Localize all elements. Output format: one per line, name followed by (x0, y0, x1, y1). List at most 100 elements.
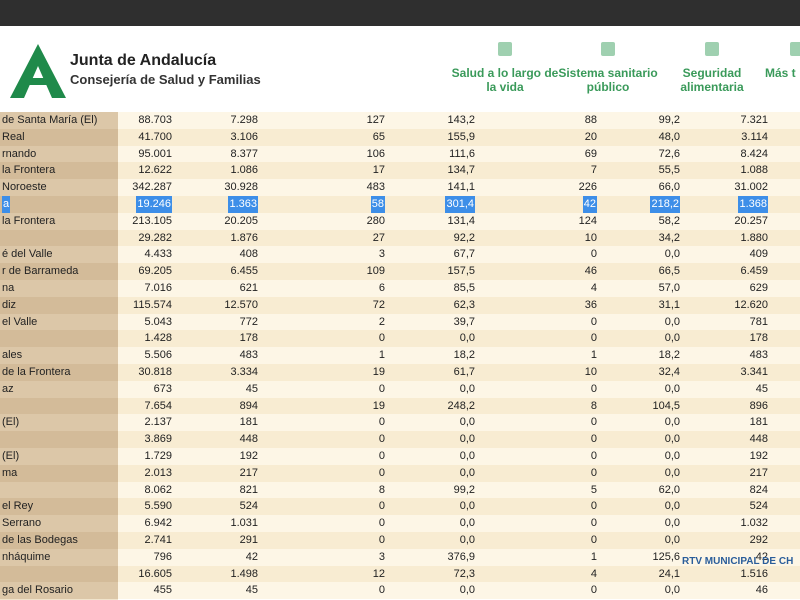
row-name: rnando (2, 147, 37, 160)
cell-value: 1 (378, 349, 385, 362)
row-name: ma (2, 466, 18, 479)
table-row: de la Frontera 30.818 3.334 19 61,7 10 32,4 3.3… (0, 364, 800, 382)
cell-value: 1.031 (230, 517, 258, 530)
cell-value: 69 (584, 147, 597, 160)
cell-value: 0,0 (664, 315, 680, 328)
header: Junta de Andalucía Consejería de Salud y… (0, 26, 800, 112)
cell-value: 3 (378, 550, 385, 563)
cell-value: 92,2 (453, 231, 475, 244)
cell-value: 2.741 (144, 534, 172, 546)
cell-value: 8.424 (740, 147, 768, 160)
row-name: (El) (2, 450, 20, 462)
cell-value: 4 (590, 282, 597, 294)
cell-value: 109 (366, 265, 385, 278)
cell-value: 134,7 (447, 164, 475, 177)
cell-value: 62,0 (658, 483, 680, 496)
cell-value: 0 (590, 450, 597, 462)
cell-value: 181 (749, 416, 768, 429)
cell-value: 483 (239, 349, 258, 362)
row-name: é del Valle (2, 248, 53, 261)
cell-value: 2 (378, 315, 385, 328)
cell-value: 125,6 (652, 550, 680, 563)
cell-value: 483 (749, 349, 768, 362)
cell-value: 248,2 (447, 399, 475, 412)
row-name: de la Frontera (2, 366, 71, 378)
cell-value: 8.062 (144, 483, 172, 496)
cell-value: 6 (378, 282, 385, 294)
cell-value: 10 (584, 231, 597, 244)
cell-value: 34,2 (658, 231, 680, 244)
cell-value: 127 (366, 114, 385, 126)
cell-value: 143,2 (447, 114, 475, 126)
cell-value: 7.298 (230, 114, 258, 126)
cell-value: 31.002 (734, 181, 768, 194)
icon (601, 42, 615, 56)
cell-value: 781 (749, 315, 768, 328)
cell-value: 192 (239, 450, 258, 462)
cell-value: 6.459 (740, 265, 768, 278)
cell-value: 7.016 (144, 282, 172, 294)
cell-value: 31,1 (658, 298, 680, 311)
cell-value: 181 (239, 416, 258, 429)
cell-value: 376,9 (447, 550, 475, 563)
cell-value: 72,6 (658, 147, 680, 160)
cell-value: 1.498 (230, 567, 258, 580)
cell-value: 5.043 (144, 315, 172, 328)
cell-value: 280 (366, 214, 385, 227)
cell-value: 2.137 (144, 416, 172, 429)
cell-value: 192 (749, 450, 768, 462)
cell-value: 0 (378, 534, 385, 546)
cell-value: 0 (590, 500, 597, 513)
cell-value: 0 (590, 466, 597, 479)
cell-value: 7.321 (740, 114, 768, 126)
cell-value: 1.032 (740, 517, 768, 530)
cell-value: 5.590 (144, 500, 172, 513)
watermark: RTV MUNICIPAL DE CH (682, 556, 794, 567)
row-name: la Frontera (2, 214, 56, 227)
cell-value: 0,0 (459, 450, 475, 462)
icon (705, 42, 719, 56)
cell-value: 29.282 (138, 231, 172, 244)
cell-value: 524 (239, 500, 258, 513)
cell-value: 0,0 (459, 433, 475, 446)
cell-value: 0 (378, 382, 385, 395)
cell-value: 0 (378, 500, 385, 513)
cell-value: 409 (749, 248, 768, 261)
cell-value: 30.928 (224, 181, 258, 194)
cell-value: 0,0 (664, 517, 680, 530)
cell-value: 217 (749, 466, 768, 479)
cell-value: 796 (153, 550, 172, 563)
row-name: Real (2, 130, 25, 143)
icon (498, 42, 512, 56)
cell-value: 524 (749, 500, 768, 513)
cell-value: 448 (749, 433, 768, 446)
cell-value: 0 (378, 517, 385, 530)
row-name: ales (2, 349, 23, 362)
row-name: la Frontera (2, 164, 56, 177)
cell-value: 0 (590, 433, 597, 446)
cell-value: 99,2 (453, 483, 475, 496)
cell-value: 42 (582, 196, 597, 213)
cell-value: 155,9 (447, 130, 475, 143)
cell-value: 95.001 (138, 147, 172, 160)
cell-value: 61,7 (453, 366, 475, 378)
cell-value: 12 (372, 567, 385, 580)
cell-value: 0 (590, 584, 597, 597)
cell-value: 20.257 (734, 214, 768, 227)
cell-value: 115.574 (133, 298, 172, 311)
cell-value: 218,2 (650, 196, 680, 213)
top-bar (0, 0, 800, 26)
cell-value: 1.516 (740, 567, 768, 580)
cell-value: 99,2 (658, 114, 680, 126)
cell-value: 3.334 (230, 366, 258, 378)
